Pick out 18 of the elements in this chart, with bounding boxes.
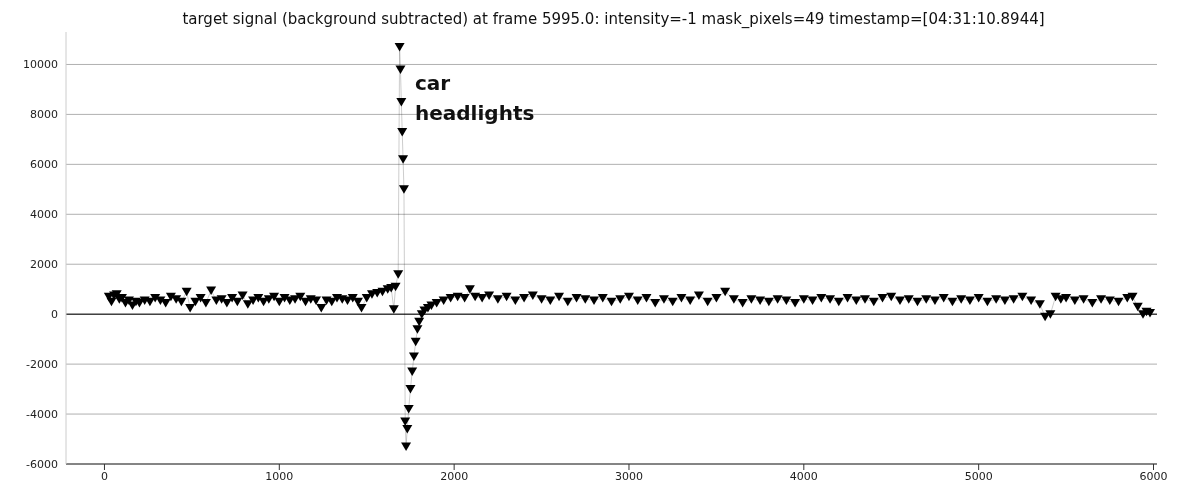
y-tick-label: 10000 (23, 58, 58, 72)
y-tick-label: 4000 (30, 208, 58, 222)
y-tick-label: 0 (51, 308, 58, 322)
y-tick-label: -2000 (26, 358, 58, 372)
annotation: car headlights (415, 71, 535, 125)
y-tick-label: 6000 (30, 158, 58, 172)
x-tick-label: 3000 (614, 469, 643, 483)
x-tick-label: 0 (100, 469, 108, 483)
y-tick-label: -4000 (26, 407, 58, 421)
x-tick-label: 6000 (1139, 469, 1168, 483)
y-tick-label: -6000 (26, 457, 58, 471)
x-tick-label: 1000 (265, 469, 294, 483)
x-tick-label: 5000 (964, 469, 993, 483)
x-tick-label: 2000 (440, 469, 469, 483)
y-tick-label: 8000 (30, 108, 58, 122)
chart-title: target signal (background subtracted) at frame 5995.0: intensity=-1 mask_pixels=49 timestamp=[04:31:10.8944] (182, 10, 1045, 29)
x-tick-label: 4000 (789, 469, 818, 483)
y-tick-label: 2000 (30, 258, 58, 272)
